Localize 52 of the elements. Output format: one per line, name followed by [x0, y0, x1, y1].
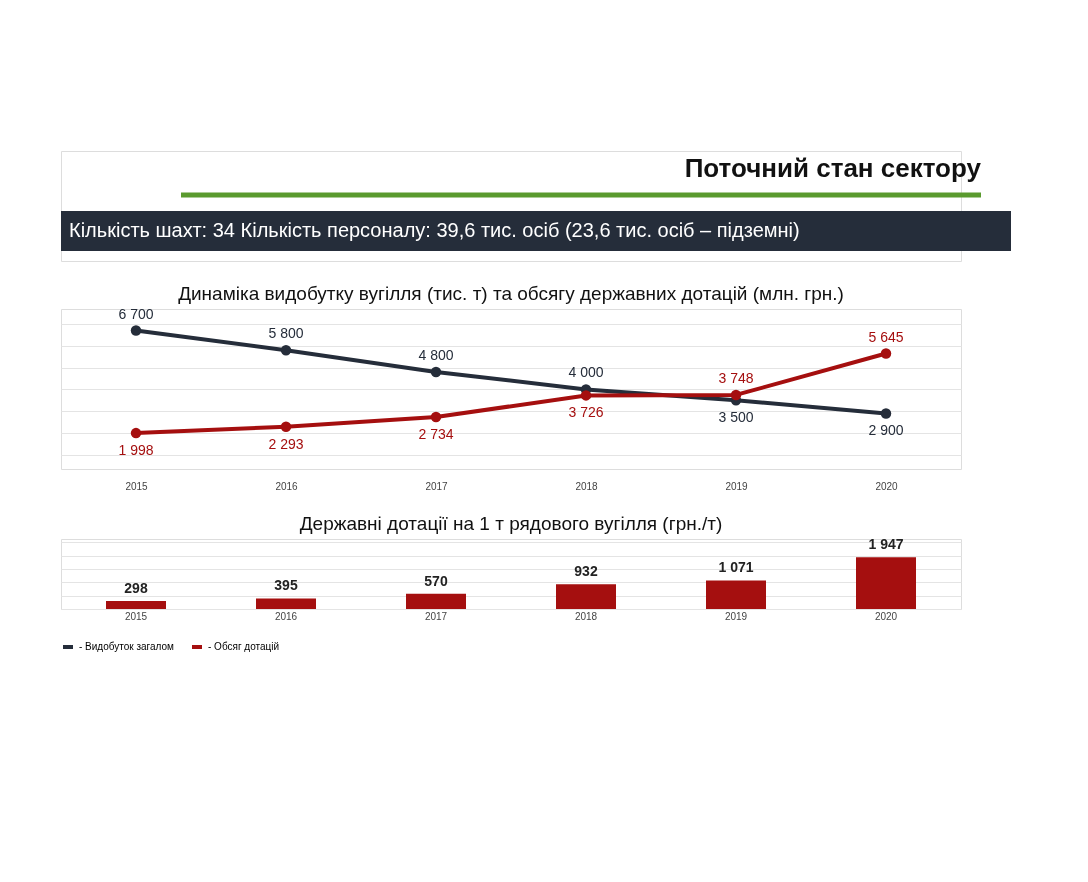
point [430, 411, 442, 423]
data-label: 3 748 [718, 369, 754, 386]
x-tick-label: 2019 [725, 480, 749, 492]
bar [406, 593, 466, 609]
x-tick-label: 2018 [575, 480, 599, 492]
data-label: 4 000 [568, 364, 604, 381]
chart-title: Державні дотації на 1 т рядового вугілля (грн./т) [299, 513, 723, 535]
x-tick-label: 2020 [875, 480, 899, 492]
data-label: 2 900 [868, 422, 904, 439]
data-label: 4 800 [418, 346, 454, 363]
x-tick-label: 2020 [874, 610, 898, 622]
data-label: 1 071 [718, 559, 754, 576]
data-label: 395 [274, 577, 298, 594]
point [280, 344, 292, 356]
point [580, 390, 592, 401]
x-tick-label: 2015 [124, 610, 148, 622]
bar [106, 601, 166, 609]
legend-label: - Обсяг дотацій [208, 641, 280, 652]
data-label: 298 [124, 580, 148, 597]
bar [556, 584, 616, 609]
point [880, 348, 892, 359]
point [430, 366, 442, 378]
x-tick-label: 2017 [425, 480, 449, 492]
point [130, 325, 142, 336]
data-label: 1 947 [868, 536, 904, 553]
x-tick-label: 2017 [424, 610, 448, 622]
data-label: 1 998 [118, 442, 154, 459]
x-tick-label: 2018 [574, 610, 598, 622]
point [880, 408, 892, 419]
point [730, 389, 742, 401]
chart-title: Динаміка видобутку вугілля (тис. т) та обсягу державних дотацій (млн. грн.) [178, 282, 844, 304]
legend-label: - Видобуток загалом [79, 641, 175, 652]
data-label: 932 [574, 563, 598, 580]
bar [856, 557, 916, 609]
text: Поточний стан сектору [684, 153, 982, 183]
bar [256, 598, 316, 609]
data-label: 570 [424, 572, 448, 589]
text: Кількість шахт: 34 Кількість персоналу: 39,6 тис. осіб (23,6 тис. осіб – підземні) [69, 219, 800, 241]
bar [706, 580, 766, 609]
data-label: 3 726 [568, 404, 604, 421]
x-tick-label: 2016 [274, 610, 298, 622]
point [130, 427, 142, 439]
x-tick-label: 2016 [275, 480, 299, 492]
data-label: 3 500 [718, 409, 754, 426]
x-tick-label: 2015 [125, 480, 149, 492]
data-label: 5 800 [268, 325, 304, 342]
data-label: 2 734 [418, 426, 454, 443]
x-tick-label: 2019 [724, 610, 748, 622]
data-label: 2 293 [268, 435, 304, 452]
data-label: 5 645 [868, 328, 904, 345]
point [280, 421, 292, 432]
data-label: 6 700 [118, 305, 154, 322]
